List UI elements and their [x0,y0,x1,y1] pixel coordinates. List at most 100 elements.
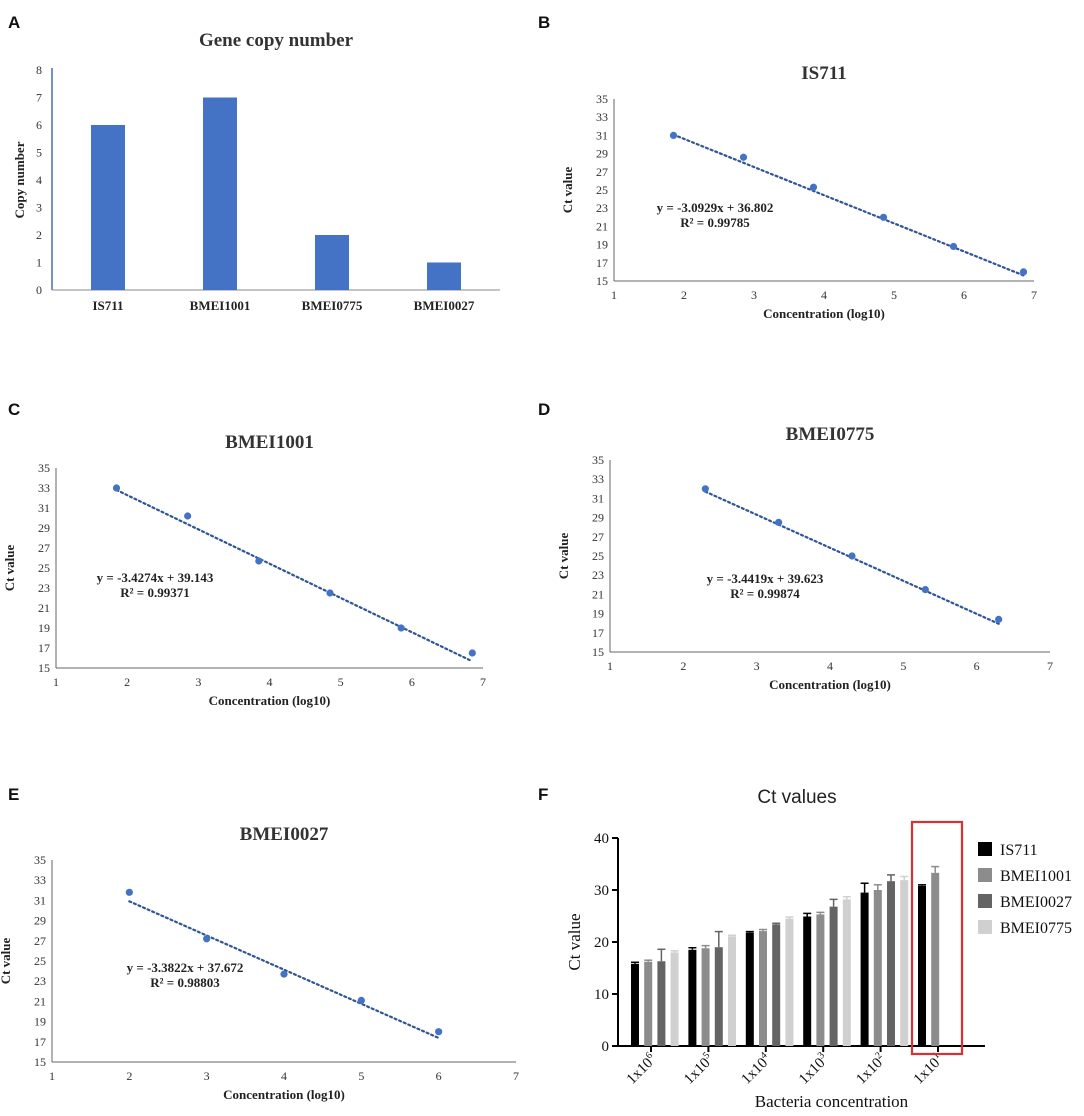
y-tick-label: 25 [34,954,46,968]
y-tick-label: 35 [592,453,604,467]
y-tick-label: 31 [34,893,46,907]
trendline-equation: y = -3.4419x + 39.623 [707,571,824,586]
x-tick-label: 6 [436,1069,442,1083]
x-axis-label: Concentration (log10) [763,306,885,321]
y-tick-label: 27 [592,530,604,544]
y-tick-label: 15 [34,1055,46,1069]
x-tick-label: 4 [827,659,833,673]
y-tick-label: 40 [594,831,609,847]
x-tick-label: 5 [900,659,906,673]
trendline [672,133,1025,277]
x-tick-label-exponent: 3 [816,1050,827,1061]
y-tick-label: 20 [594,935,609,951]
data-point [468,649,476,657]
trendline-equation: y = -3.0929x + 36.802 [657,200,774,215]
y-tick-label: 29 [34,914,46,928]
bar [816,914,825,1046]
panel-label-f: F [538,785,548,804]
chart-title: BMEI0027 [240,824,329,845]
bar [688,949,697,1046]
bar [900,880,909,1046]
bar [873,890,882,1046]
x-tick-label: 7 [1047,659,1053,673]
x-tick-label: 5 [358,1069,364,1083]
y-tick-label: 8 [36,63,42,77]
y-tick-label: 10 [594,987,609,1003]
y-tick-label: 17 [34,1035,46,1049]
x-tick-label: 5 [338,675,344,689]
data-point [397,624,405,632]
data-point [848,552,856,560]
x-tick-label: 6 [961,288,967,302]
data-point [112,484,121,492]
x-tick-label: 4 [281,1069,287,1083]
bar [842,899,851,1046]
y-tick-label: 5 [36,146,42,160]
y-tick-label: 17 [38,641,50,655]
r-squared: R² = 0.99874 [730,586,800,601]
legend-swatch [978,842,992,856]
y-tick-label: 27 [38,541,50,555]
bar [887,881,895,1046]
trendline [115,488,474,663]
x-tick-label: 6 [409,675,415,689]
panel-label-d: D [538,400,550,419]
x-tick-label-exponent: 4 [758,1050,769,1061]
y-tick-label: 0 [602,1039,610,1055]
bar [203,97,237,290]
chart-title: BMEI0775 [786,424,875,445]
x-tick-label: 3 [204,1069,210,1083]
x-tick-label: 1x101 [909,1050,946,1087]
bar [644,961,653,1046]
x-tick-label: 3 [754,659,760,673]
bar [701,948,710,1046]
bar [315,235,349,290]
y-tick-label: 27 [596,165,608,179]
y-tick-label: 25 [38,561,50,575]
chart-title: IS711 [801,63,846,84]
x-tick-label: 3 [751,288,757,302]
y-axis-label: Ct value [556,532,571,579]
y-tick-label: 21 [34,994,46,1008]
data-point [326,589,334,597]
x-tick-label-exponent: 2 [873,1050,884,1061]
y-tick-label: 19 [34,1015,46,1029]
panel-label-c: C [8,400,20,419]
x-tick-label: 7 [1031,288,1037,302]
y-tick-label: 19 [596,238,608,252]
data-point [921,586,929,594]
legend-swatch [978,894,992,908]
y-tick-label: 17 [596,256,608,270]
y-tick-label: 33 [38,481,50,495]
bar [860,892,869,1046]
y-tick-label: 33 [34,873,46,887]
y-tick-label: 33 [592,472,604,486]
bar [670,952,679,1046]
y-axis-label: Ct value [0,937,13,984]
data-point [203,935,211,943]
legend-label: BMEI0775 [1000,920,1072,937]
x-tick-label: 2 [126,1069,132,1083]
panel-label-b: B [538,13,550,32]
bar [829,906,838,1046]
r-squared: R² = 0.99785 [680,215,750,230]
y-tick-label: 31 [38,501,50,515]
panel-label-a: A [8,13,20,32]
y-tick-label: 29 [38,521,50,535]
y-tick-label: 6 [36,118,42,132]
trendline-equation: y = -3.3822x + 37.672 [127,960,244,975]
x-tick-label: IS711 [92,298,123,313]
y-tick-label: 31 [596,128,608,142]
data-point [255,557,263,565]
x-tick-label: 1x105 [680,1050,717,1087]
panel-label-e: E [8,785,19,804]
y-tick-label: 33 [596,110,608,124]
y-tick-label: 29 [596,147,608,161]
r-squared: R² = 0.98803 [150,975,220,990]
y-tick-label: 4 [36,173,42,187]
x-axis-label: Bacteria concentration [755,1092,909,1111]
